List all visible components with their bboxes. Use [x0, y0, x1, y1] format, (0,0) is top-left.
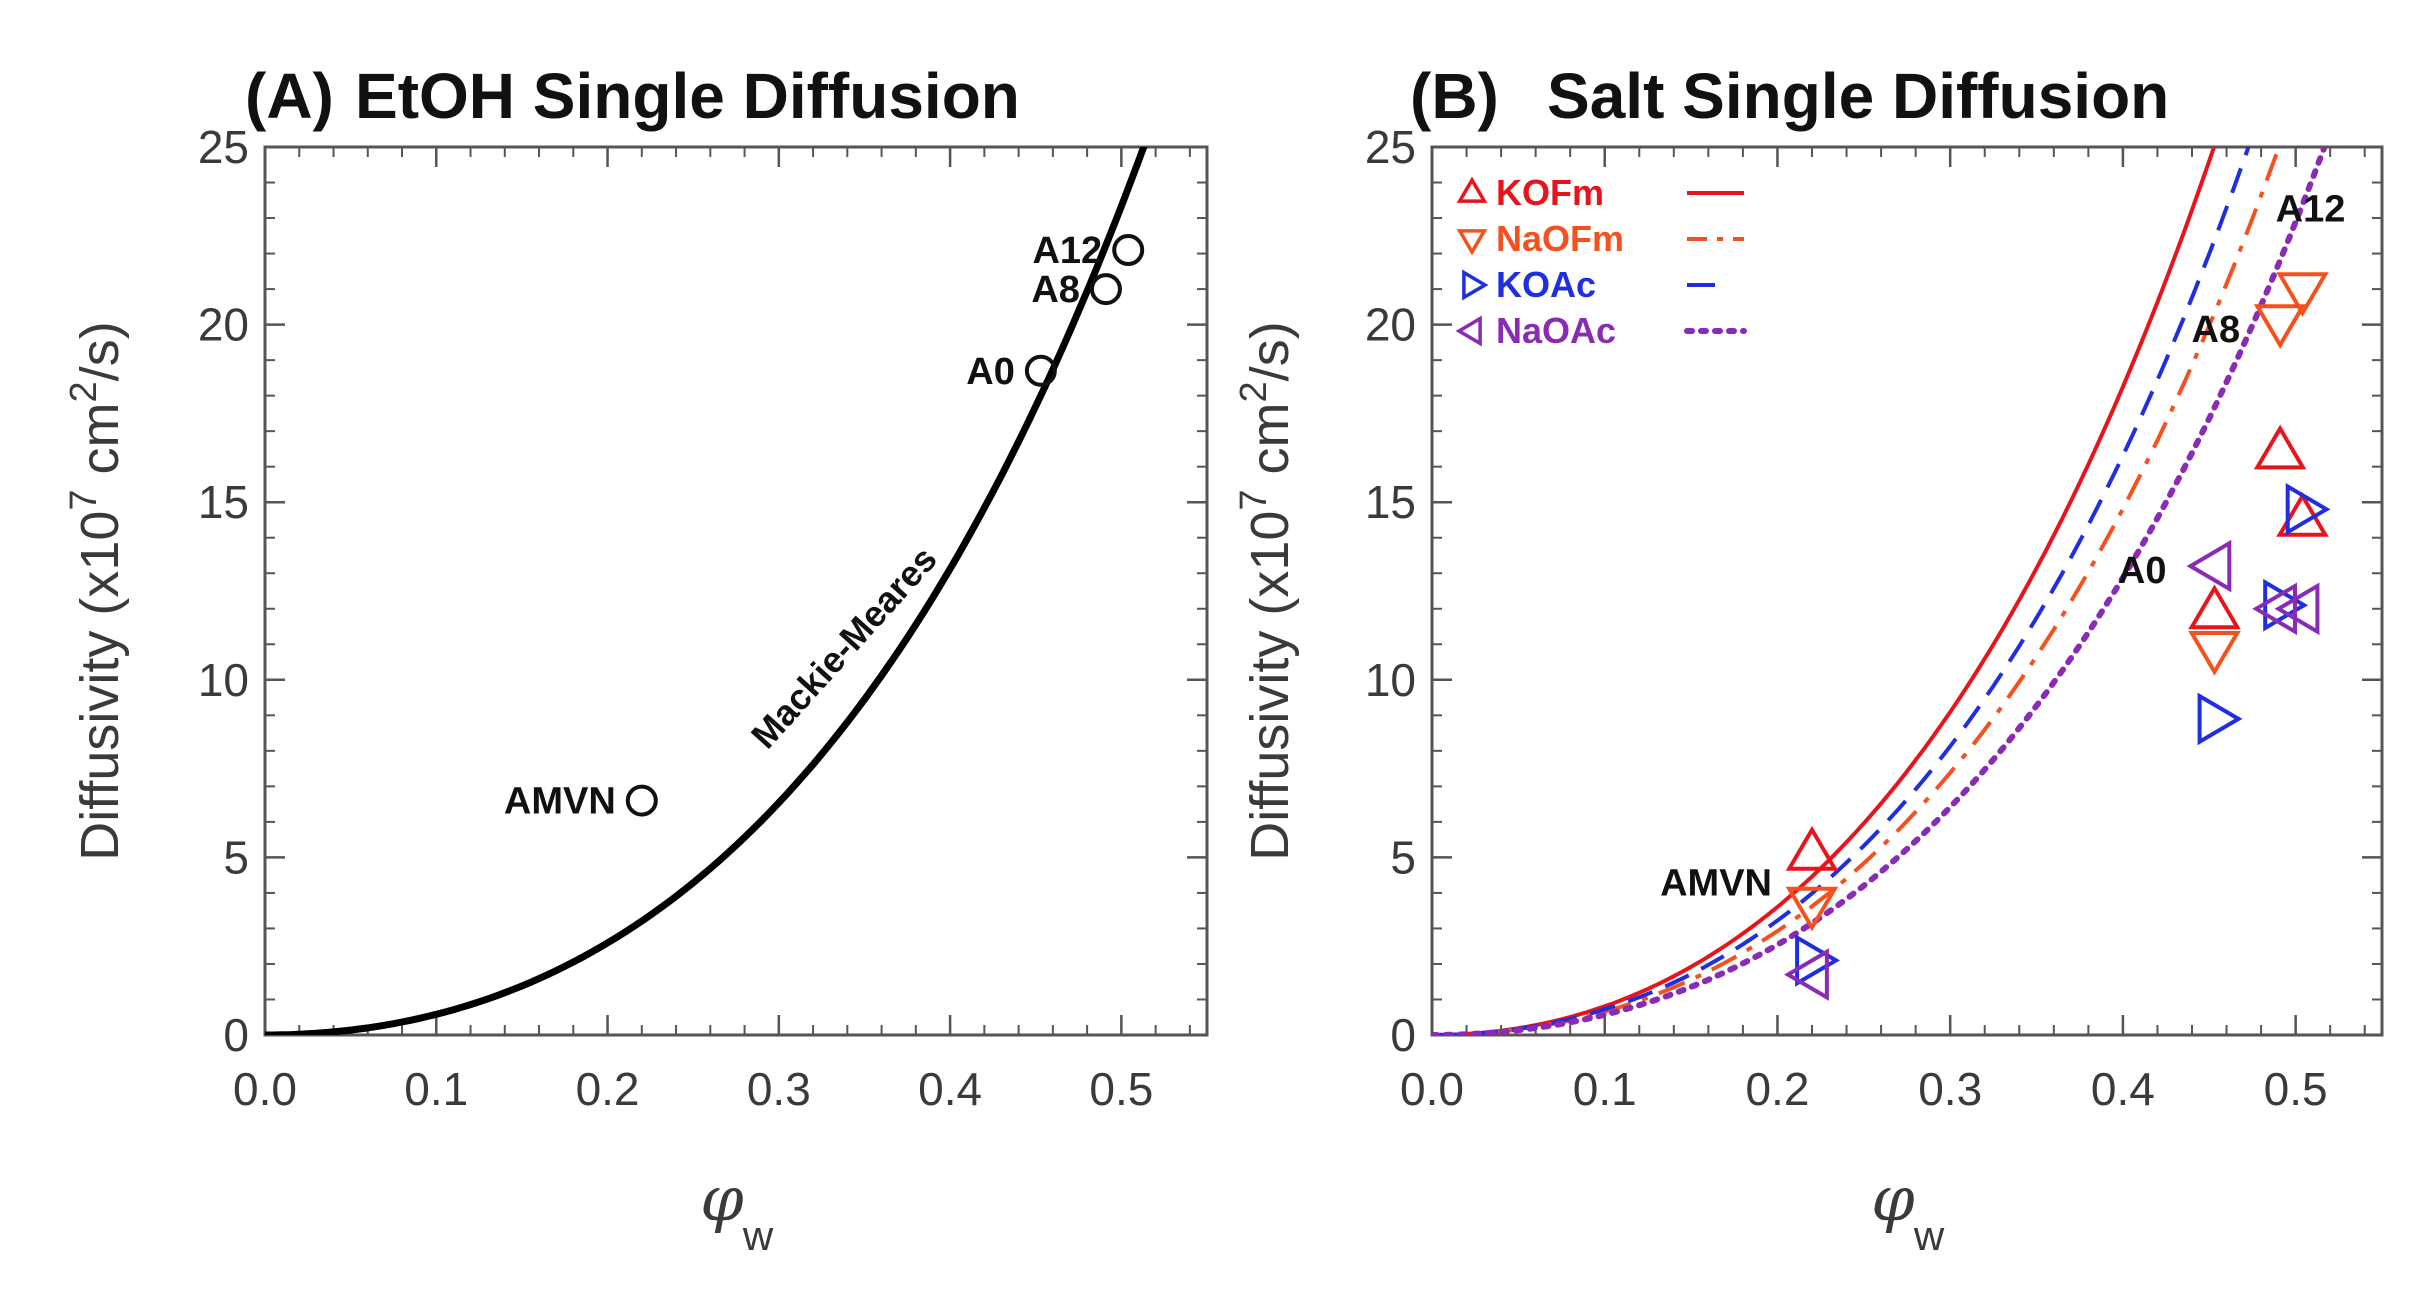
data-point-koac [2285, 483, 2331, 536]
x-axis-label-symbol: φ [700, 1162, 744, 1235]
legend-label: KOFm [1496, 172, 1604, 213]
y-tick-label: 20 [198, 299, 249, 351]
annotation-label: A8 [2192, 309, 2241, 351]
data-point [1024, 354, 1057, 387]
y-tick-label: 0 [1390, 1009, 1416, 1061]
y-tick-label: 25 [198, 121, 249, 173]
annotation-label: AMVN [1660, 862, 1772, 904]
x-tick-label: 0.1 [404, 1063, 468, 1115]
x-tick-label: 0.5 [2264, 1063, 2328, 1115]
data-point [625, 784, 658, 817]
legend-marker [1462, 269, 1489, 301]
data-point [1089, 273, 1122, 306]
x-tick-label: 0.2 [1745, 1063, 1809, 1115]
panel-tag: (A) [245, 60, 334, 132]
panel-a: (A) EtOH Single Diffusion 0.0 0.1 0.2 0.3 0.4 0… [63, 60, 1209, 1259]
fit-line-naofm [1432, 147, 2282, 1035]
data-point-kofm [1785, 825, 1839, 871]
data-point-koac [1795, 934, 1840, 987]
x-tick-label: 0.3 [747, 1063, 811, 1115]
x-tick-label: 0.4 [918, 1063, 982, 1115]
x-tick-label: 0.2 [576, 1063, 640, 1115]
legend-label: NaOFm [1496, 218, 1624, 259]
y-axis-label-part: Diffusivity (x10 [70, 511, 130, 861]
y-axis-label-part: Diffusivity (x10 [1240, 511, 1300, 861]
y-axis-label: Diffusivity (x107 cm2/s) [63, 321, 130, 860]
x-axis-label-subscript: w [1913, 1212, 1945, 1259]
fit-line-koac [1432, 147, 2251, 1035]
y-axis-label-superscript: 7 [63, 489, 105, 510]
y-axis-label-superscript: 2 [1233, 381, 1275, 402]
point-label: A8 [1031, 269, 1080, 311]
data-point-koac [2197, 692, 2243, 746]
chart-title: Salt Single Diffusion [1547, 60, 2169, 132]
fit-line-kofm [1432, 147, 2217, 1035]
data-point-naoac [2252, 582, 2297, 636]
x-tick-label: 0.1 [1573, 1063, 1637, 1115]
data-point [1112, 234, 1145, 267]
x-tick-label: 0.0 [1400, 1063, 1464, 1115]
data-point-kofm [2188, 584, 2241, 630]
legend-marker [1455, 315, 1482, 347]
y-tick-label: 20 [1365, 299, 1416, 351]
y-tick-label: 15 [1365, 476, 1416, 528]
y-axis-label-part: cm [70, 402, 130, 489]
y-axis-label-part: /s) [70, 321, 130, 381]
data-point-naoac [2274, 582, 2320, 636]
plot-frame [263, 145, 1209, 1037]
y-tick-label: 10 [198, 654, 249, 706]
x-tick-label: 0.4 [2091, 1063, 2155, 1115]
data-point-naoac [2186, 539, 2232, 593]
data-point-naofm [2276, 272, 2329, 318]
data-point-kofm [2253, 424, 2307, 470]
mackie-meares-curve [265, 147, 1148, 1035]
y-axis-label: Diffusivity (x107 cm2/s) [1233, 321, 1300, 860]
plot-frame [1430, 145, 2384, 1037]
y-tick-label: 15 [198, 476, 249, 528]
annotation-label: A12 [2276, 188, 2346, 230]
data-point-naofm [2188, 631, 2241, 676]
point-label: A0 [966, 351, 1015, 393]
y-axis-label-superscript: 2 [63, 381, 105, 402]
y-tick-label: 25 [1365, 121, 1416, 173]
annotation-label: A0 [2118, 550, 2167, 592]
data-point-naofm [1785, 886, 1839, 932]
x-tick-label: 0.5 [1089, 1063, 1153, 1115]
point-label: AMVN [504, 781, 616, 823]
legend-marker [1456, 229, 1488, 256]
x-tick-label: 0.0 [233, 1063, 297, 1115]
y-tick-label: 10 [1365, 654, 1416, 706]
data-point-naoac [1784, 948, 1829, 1001]
x-axis-label-subscript: w [742, 1212, 774, 1259]
panel-b: (B) Salt Single Diffusion 0.0 0.1 0.2 0.3 0.4 0… [1233, 60, 2384, 1259]
legend-label: KOAc [1496, 264, 1596, 305]
legend-label: NaOAc [1496, 310, 1616, 351]
panel-tag: (B) [1410, 60, 1499, 132]
chart-title: EtOH Single Diffusion [355, 60, 1020, 132]
y-axis-label-part: cm [1240, 402, 1300, 489]
fit-line-naoac [1432, 147, 2328, 1035]
x-tick-label: 0.3 [1918, 1063, 1982, 1115]
y-tick-label: 5 [1390, 831, 1416, 883]
data-point-naofm [2253, 304, 2307, 349]
legend-marker [1456, 176, 1488, 203]
y-tick-label: 5 [223, 831, 249, 883]
y-axis-label-part: /s) [1240, 321, 1300, 381]
y-tick-label: 0 [223, 1009, 249, 1061]
y-axis-label-superscript: 7 [1233, 489, 1275, 510]
point-label: A12 [1032, 230, 1102, 272]
x-axis-label-symbol: φ [1871, 1162, 1915, 1235]
